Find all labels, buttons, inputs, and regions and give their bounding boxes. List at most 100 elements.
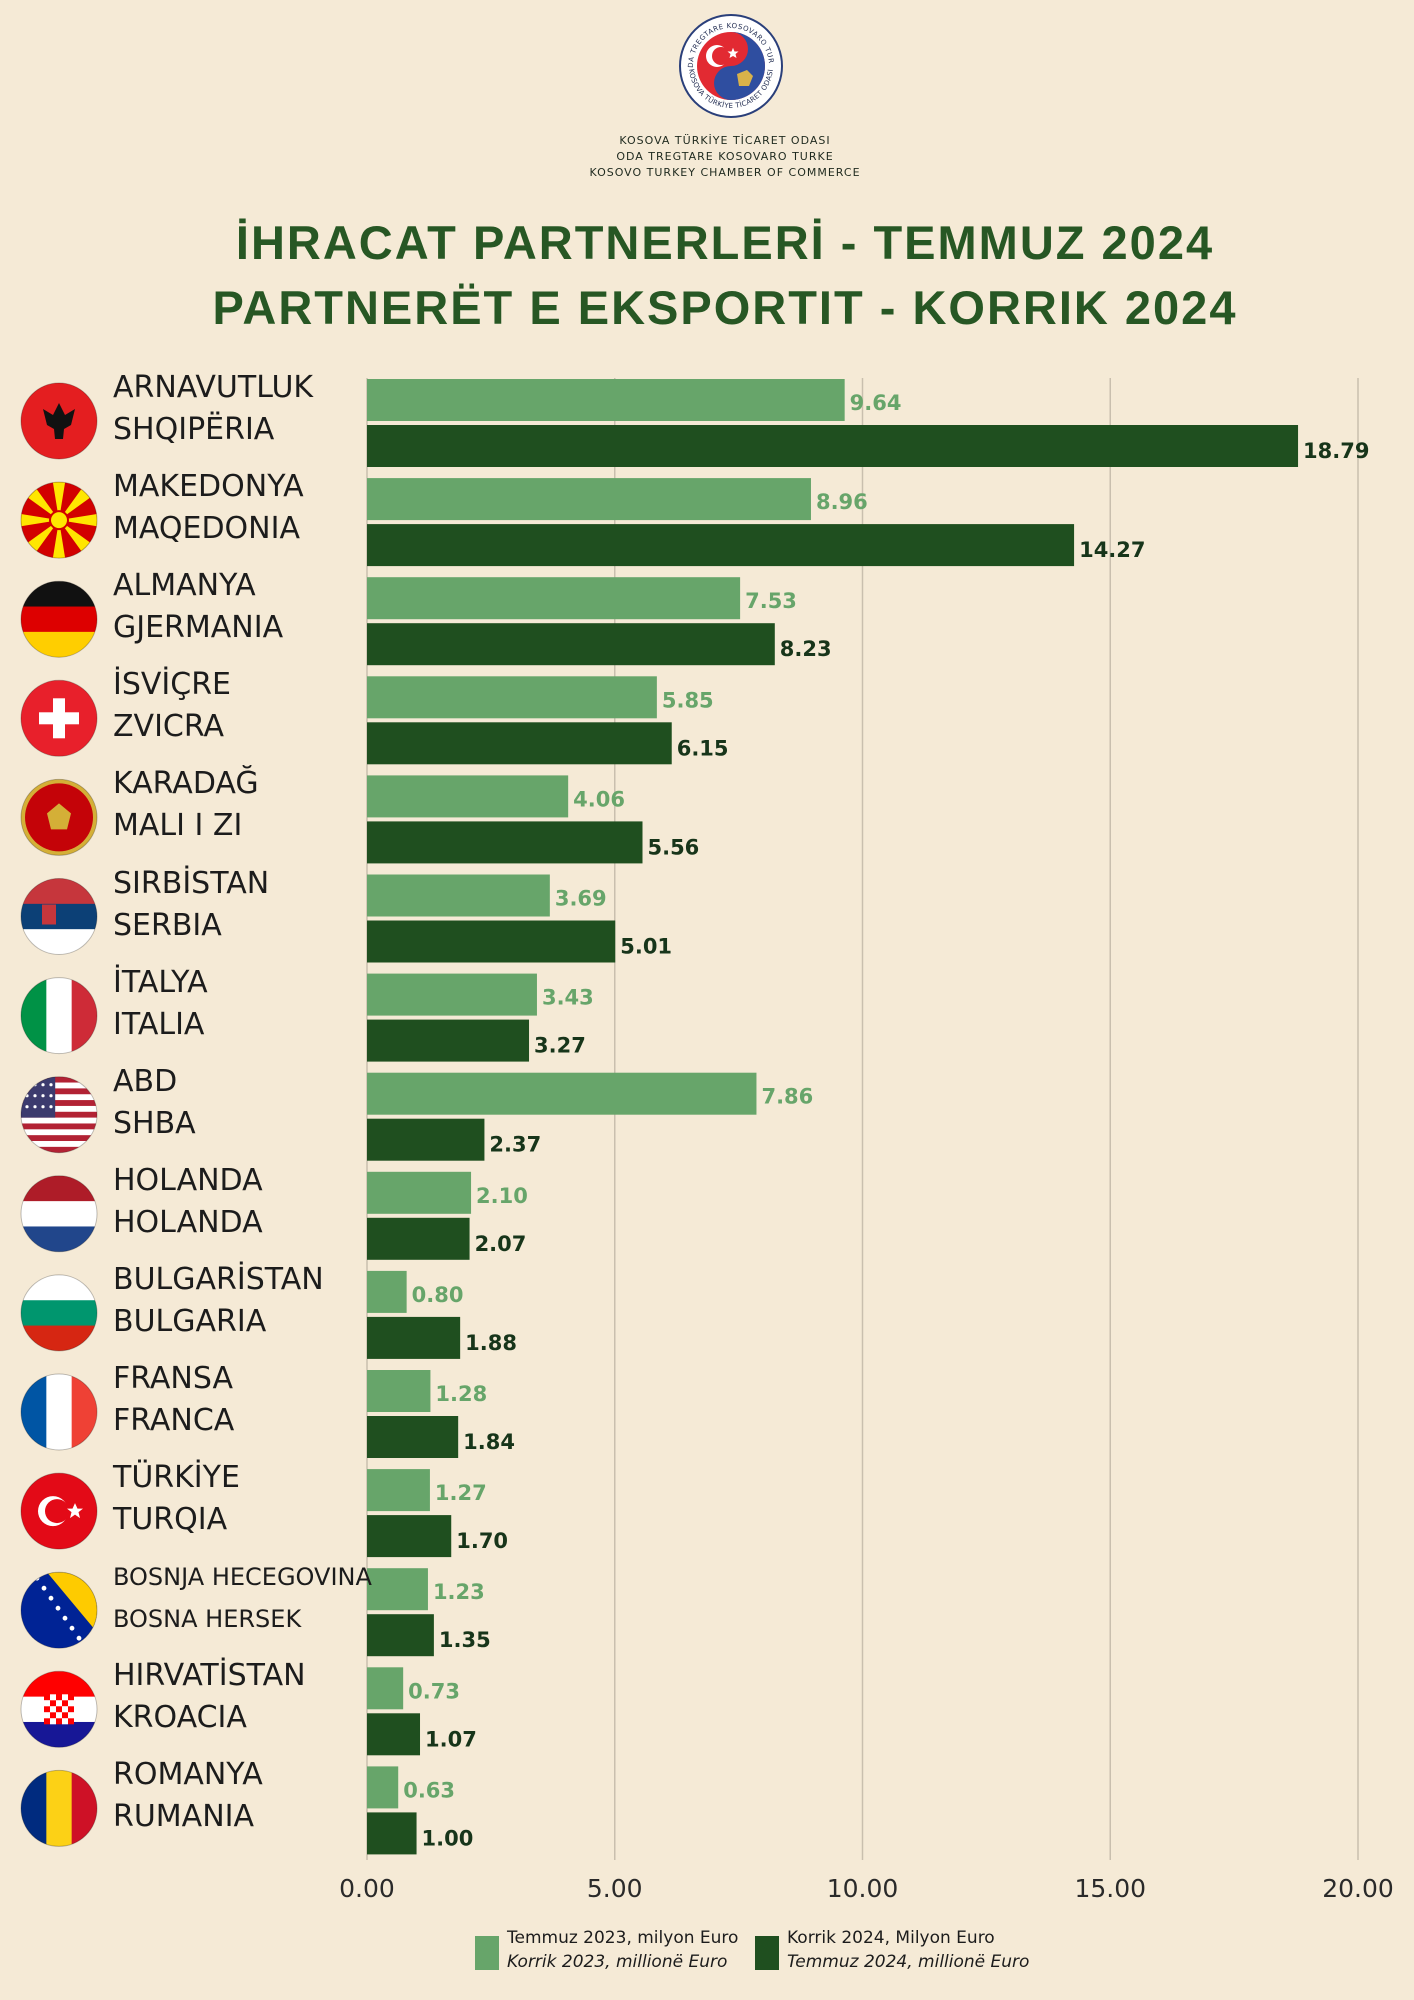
romania-flag-icon	[21, 1770, 97, 1847]
country-name-sq-10: FRANCA	[113, 1403, 235, 1438]
x-tick-label-3: 15.00	[1074, 1874, 1146, 1903]
data-label-2024-11: 1.70	[456, 1529, 508, 1553]
bar-2023-6	[367, 973, 537, 1016]
country-name-tr-2: ALMANYA	[113, 568, 256, 604]
albania-flag-icon	[21, 383, 97, 459]
country-name-sq-5: SERBIA	[113, 907, 222, 943]
data-label-2023-1: 8.96	[816, 490, 868, 514]
bar-2023-0	[367, 379, 845, 421]
bar-2023-1	[367, 478, 811, 521]
country-name-tr-14: ROMANYA	[113, 1757, 263, 1793]
data-label-2024-7: 2.37	[489, 1133, 541, 1157]
data-label-2023-9: 0.80	[412, 1283, 464, 1307]
country-name-tr-9: BULGARİSTAN	[113, 1261, 324, 1297]
org-name-albanian: ODA TREGTARE KOSOVARO TURKE	[616, 150, 834, 163]
bar-2024-10	[367, 1416, 459, 1458]
bar-2024-7	[367, 1118, 485, 1161]
data-label-2024-1: 14.27	[1079, 538, 1145, 562]
bar-2024-4	[367, 821, 643, 864]
bar-2024-3	[367, 722, 672, 765]
data-label-2024-8: 2.07	[475, 1232, 527, 1256]
bar-2024-1	[367, 524, 1075, 567]
turkey-flag-icon	[21, 1473, 97, 1550]
country-name-tr-0: ARNAVUTLUK	[113, 370, 314, 405]
data-label-2024-14: 1.00	[422, 1826, 474, 1850]
org-name-turkish: KOSOVA TÜRKİYE TİCARET ODASI	[619, 134, 831, 147]
data-label-2024-10: 1.84	[463, 1430, 515, 1454]
legend-swatch-2024	[755, 1936, 779, 1970]
country-name-sq-8: HOLANDA	[113, 1204, 263, 1240]
x-tick-label-2: 10.00	[827, 1874, 899, 1903]
org-name-english: KOSOVO TURKEY CHAMBER OF COMMERCE	[589, 166, 861, 179]
country-name-sq-3: ZVICRA	[113, 709, 225, 745]
country-name-tr-12: BOSNJA HECEGOVINA	[113, 1563, 372, 1592]
bar-2024-2	[367, 623, 775, 666]
bar-2023-12	[367, 1568, 428, 1611]
data-label-2023-0: 9.64	[850, 391, 902, 415]
data-label-2023-4: 4.06	[573, 787, 625, 811]
bar-2023-5	[367, 874, 550, 917]
data-label-2023-3: 5.85	[662, 688, 714, 712]
bosnia-flag-icon	[21, 1572, 97, 1649]
country-name-sq-0: SHQIPËRIA	[113, 412, 275, 447]
bar-2024-8	[367, 1217, 470, 1260]
bar-2024-9	[367, 1316, 461, 1359]
data-label-2023-13: 0.73	[408, 1679, 460, 1703]
country-name-sq-1: MAQEDONIA	[113, 511, 300, 547]
country-name-sq-6: ITALIA	[113, 1006, 205, 1042]
data-label-2024-3: 6.15	[677, 736, 729, 760]
bar-2023-4	[367, 775, 569, 818]
data-label-2023-12: 1.23	[433, 1580, 485, 1604]
country-name-sq-4: MALI I ZI	[113, 808, 243, 844]
legend-label-2024: Korrik 2024, Milyon Euro	[787, 1928, 995, 1948]
bar-2023-7	[367, 1072, 757, 1115]
data-label-2024-5: 5.01	[620, 935, 672, 959]
switzerland-flag-icon	[21, 680, 97, 757]
data-label-2023-8: 2.10	[476, 1184, 528, 1208]
title-albanian: PARTNERËT E EKSPORTIT - KORRIK 2024	[212, 281, 1238, 334]
country-name-sq-12: BOSNA HERSEK	[113, 1605, 302, 1634]
bar-2024-11	[367, 1515, 452, 1558]
bar-2024-14	[367, 1812, 417, 1855]
country-name-tr-7: ABD	[113, 1063, 178, 1099]
country-name-sq-9: BULGARIA	[113, 1303, 267, 1339]
data-label-2023-14: 0.63	[403, 1778, 455, 1802]
data-label-2023-6: 3.43	[542, 986, 594, 1010]
data-label-2024-0: 18.79	[1303, 439, 1369, 463]
north-macedonia-flag-icon	[21, 482, 97, 559]
bar-2023-2	[367, 577, 741, 620]
bar-2023-10	[367, 1370, 431, 1412]
x-tick-label-4: 20.00	[1322, 1874, 1394, 1903]
x-tick-label-1: 5.00	[587, 1874, 643, 1903]
country-name-tr-13: HIRVATİSTAN	[113, 1658, 306, 1694]
country-name-tr-10: FRANSA	[113, 1361, 233, 1396]
country-name-sq-13: KROACIA	[113, 1700, 247, 1736]
data-label-2024-2: 8.23	[780, 637, 832, 661]
data-label-2023-11: 1.27	[435, 1481, 487, 1505]
country-name-sq-2: GJERMANIA	[113, 610, 284, 646]
legend-sublabel-2023: Korrik 2023, millionë Euro	[507, 1952, 728, 1972]
legend-swatch-2023	[475, 1936, 499, 1970]
bar-2024-0	[367, 425, 1299, 467]
data-label-2023-7: 7.86	[761, 1085, 813, 1109]
bar-2024-6	[367, 1019, 530, 1062]
data-label-2024-6: 3.27	[534, 1034, 586, 1058]
data-label-2023-2: 7.53	[745, 589, 797, 613]
bar-2024-12	[367, 1614, 434, 1657]
country-name-sq-11: TURQIA	[113, 1502, 228, 1538]
bar-2024-5	[367, 920, 616, 963]
country-name-tr-5: SIRBİSTAN	[113, 865, 270, 901]
country-name-tr-11: TÜRKİYE	[113, 1460, 240, 1496]
data-label-2023-10: 1.28	[435, 1382, 487, 1406]
bar-2023-13	[367, 1667, 404, 1710]
data-label-2023-5: 3.69	[555, 887, 607, 911]
data-label-2024-9: 1.88	[465, 1331, 517, 1355]
bar-2023-11	[367, 1469, 430, 1512]
country-name-tr-1: MAKEDONYA	[113, 469, 304, 505]
country-name-tr-6: İTALYA	[113, 964, 208, 1000]
country-name-sq-7: SHBA	[113, 1105, 196, 1141]
bar-2023-9	[367, 1270, 407, 1313]
title-turkish: İHRACAT PARTNERLERİ - TEMMUZ 2024	[235, 216, 1215, 269]
x-tick-label-0: 0.00	[339, 1874, 395, 1903]
